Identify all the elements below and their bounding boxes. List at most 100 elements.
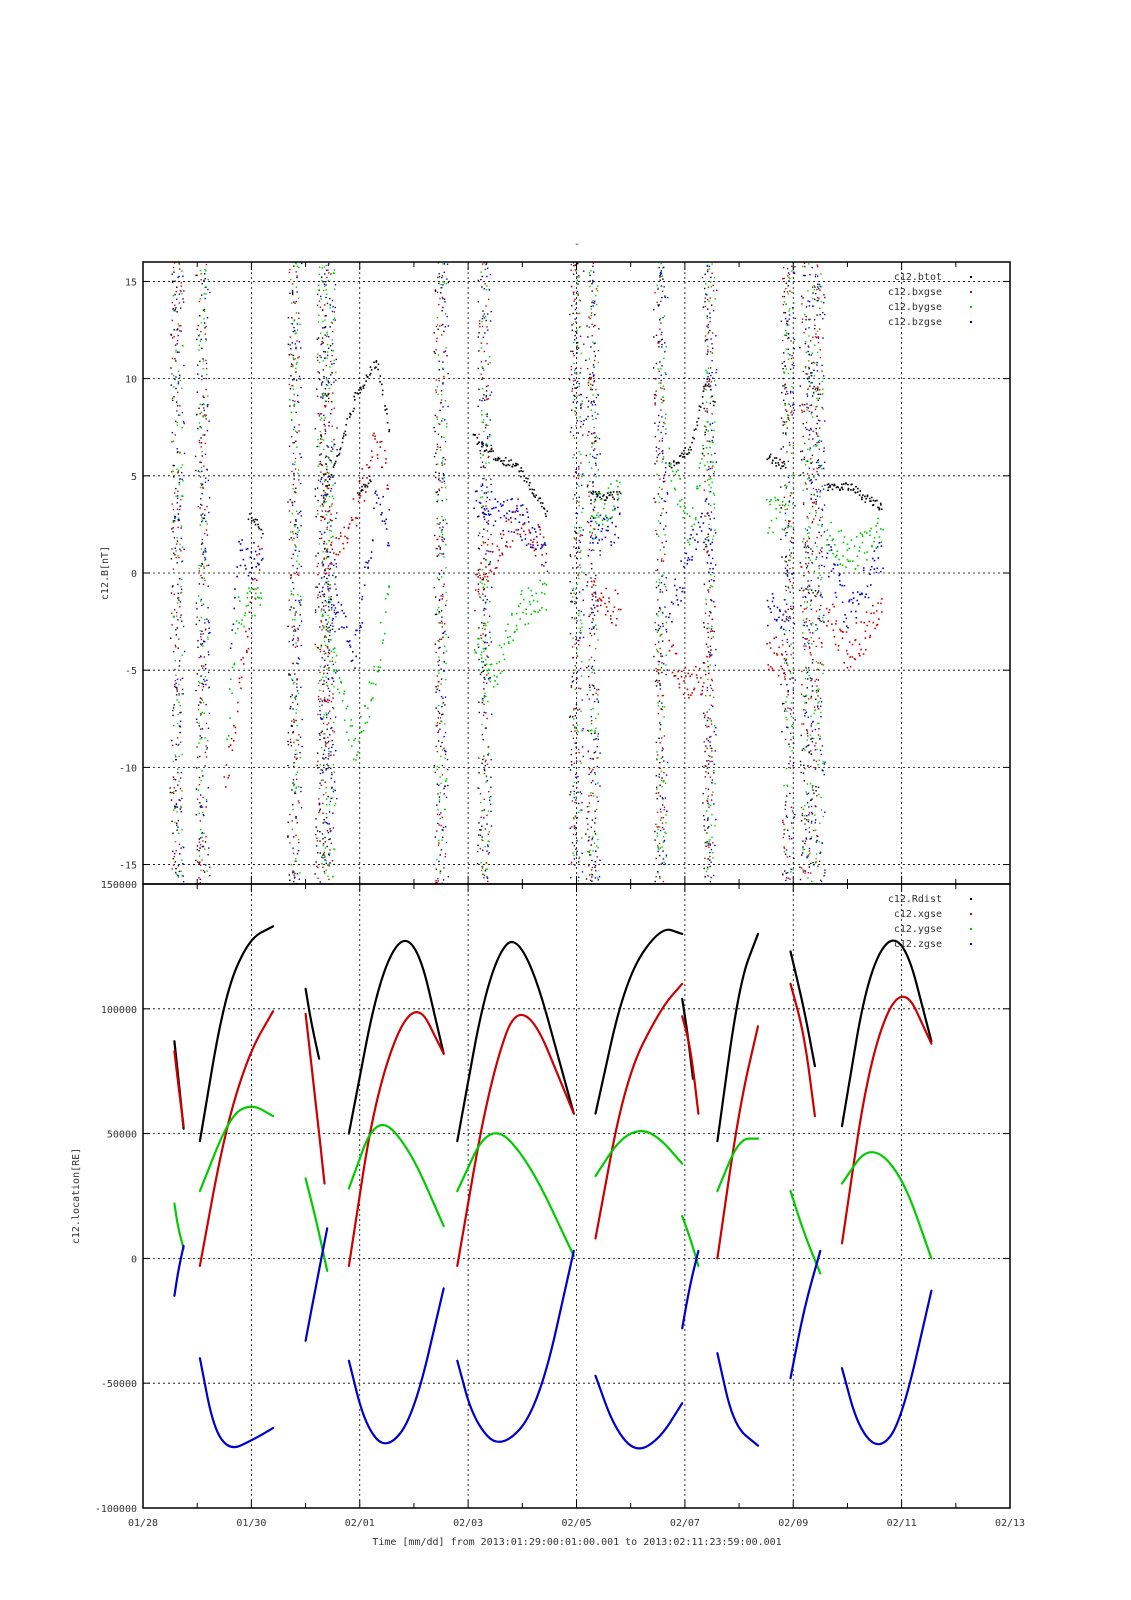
data-point [205, 703, 207, 706]
data-point [200, 514, 202, 516]
data-point [659, 317, 661, 320]
data-point [325, 485, 327, 487]
data-point [594, 300, 596, 302]
data-point [599, 785, 601, 787]
data-point [475, 573, 477, 576]
data-point [294, 599, 297, 602]
data-point [376, 457, 379, 460]
data-point [487, 810, 490, 812]
data-point [198, 619, 201, 622]
data-point [204, 737, 206, 739]
data-point [208, 564, 210, 566]
data-point [329, 304, 331, 306]
data-point [442, 383, 444, 385]
data-point [293, 319, 296, 321]
data-point [571, 800, 574, 802]
data-point [440, 812, 442, 814]
data-point [438, 276, 441, 278]
data-point [850, 610, 853, 613]
data-point [333, 731, 335, 733]
data-point [590, 715, 592, 718]
data-point [847, 560, 850, 562]
data-point [676, 589, 678, 591]
data-point [201, 689, 204, 691]
data-point [662, 781, 664, 783]
data-point [375, 490, 377, 493]
data-point [323, 595, 325, 598]
data-point [580, 675, 583, 677]
data-point [291, 384, 293, 387]
data-point [205, 367, 208, 370]
data-point [489, 273, 492, 276]
data-point [170, 799, 173, 801]
data-point [485, 566, 487, 568]
data-point [323, 593, 326, 596]
data-point [589, 632, 591, 635]
data-point [315, 818, 317, 820]
data-point [594, 436, 596, 439]
data-point [543, 543, 545, 546]
data-point [368, 681, 371, 683]
data-point [361, 598, 363, 601]
data-point [586, 396, 588, 399]
data-point [688, 697, 690, 699]
data-point [289, 388, 292, 390]
data-point [201, 347, 203, 349]
data-point [435, 348, 437, 351]
data-point [862, 569, 865, 572]
data-point [589, 373, 591, 375]
data-point [439, 527, 441, 529]
data-point [180, 525, 183, 527]
data-point [291, 539, 294, 541]
data-point [175, 495, 177, 497]
data-point [437, 878, 439, 880]
data-point [576, 677, 578, 679]
data-point [589, 854, 591, 856]
data-point [588, 431, 590, 433]
data-point [594, 730, 596, 732]
data-point [482, 477, 484, 480]
data-point [665, 814, 667, 816]
data-point [496, 500, 499, 503]
data-point [199, 701, 201, 703]
data-point [228, 735, 230, 737]
data-point [324, 781, 326, 783]
data-point [328, 387, 330, 390]
data-point [443, 538, 446, 540]
data-point [323, 683, 325, 685]
data-point [775, 499, 777, 502]
data-point [478, 433, 480, 436]
data-point [490, 550, 492, 553]
data-point [695, 548, 697, 551]
data-point [769, 666, 772, 668]
data-point [687, 557, 690, 559]
data-point [322, 369, 324, 371]
data-point [779, 609, 781, 611]
data-point [654, 422, 656, 424]
data-point [296, 724, 298, 727]
data-point [573, 475, 575, 478]
data-point [300, 386, 302, 389]
data-point [315, 555, 317, 557]
data-point [589, 317, 591, 320]
data-point [327, 651, 330, 654]
data-point [507, 623, 509, 626]
data-point [485, 695, 487, 698]
data-point [579, 637, 581, 639]
data-point [576, 760, 578, 762]
data-point [544, 542, 546, 544]
data-point [609, 517, 612, 520]
data-point [204, 628, 207, 630]
data-point [436, 688, 438, 690]
data-point [683, 456, 686, 458]
data-point [330, 360, 332, 363]
data-point [780, 653, 783, 655]
data-point [292, 847, 294, 849]
data-point [522, 611, 524, 614]
data-point [482, 873, 484, 876]
data-point [330, 767, 332, 769]
data-point [490, 776, 492, 778]
data-point [485, 263, 487, 266]
data-point [847, 489, 849, 491]
data-point [174, 547, 176, 549]
